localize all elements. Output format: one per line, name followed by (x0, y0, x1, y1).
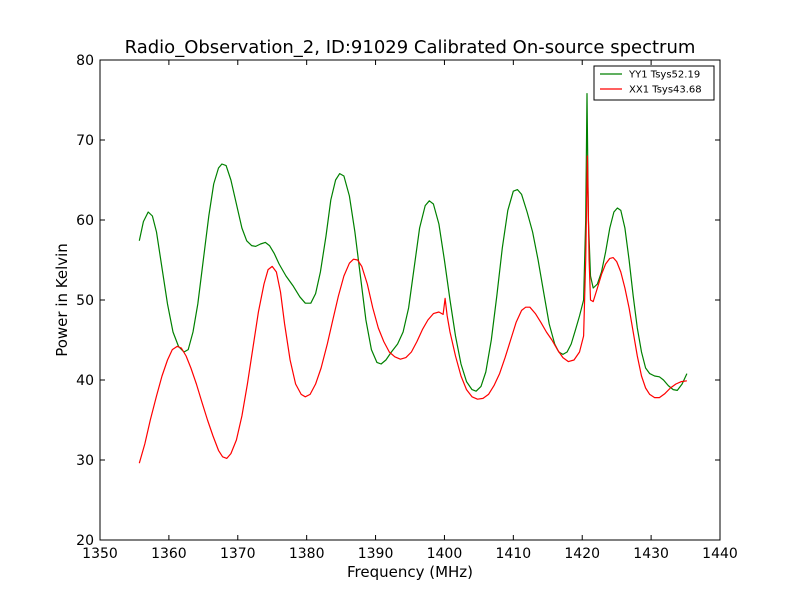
x-axis-label: Frequency (MHz) (347, 563, 473, 581)
y-tick-label: 70 (76, 133, 94, 149)
legend-label-xx1: XX1 Tsys43.68 (629, 85, 702, 96)
legend-box (593, 65, 715, 101)
y-axis-ticks: 20 30 40 50 60 70 80 (76, 53, 720, 549)
x-tick-label: 1350 (82, 546, 118, 562)
x-tick-label: 1380 (289, 546, 325, 562)
x-tick-label: 1370 (220, 546, 256, 562)
legend: YY1 Tsys52.19 XX1 Tsys43.68 (593, 65, 715, 101)
plot-frame (99, 59, 721, 541)
x-tick-label: 1430 (633, 546, 669, 562)
y-tick-label: 80 (76, 53, 94, 69)
series-line-0 (138, 93, 688, 392)
x-tick-label: 1390 (358, 546, 394, 562)
y-tick-label: 20 (76, 533, 94, 549)
x-axis-ticks: 1350 1360 1370 1380 1390 1400 1410 1420 1430 1440 (82, 60, 738, 562)
y-tick-label: 60 (76, 213, 94, 229)
y-tick-label: 30 (76, 453, 94, 469)
series-line-1 (138, 155, 687, 464)
x-tick-label: 1440 (702, 546, 738, 562)
y-tick-label: 50 (76, 293, 94, 309)
chart-title: Radio_Observation_2, ID:91029 Calibrated… (125, 37, 696, 58)
x-tick-label: 1400 (427, 546, 463, 562)
x-tick-label: 1410 (496, 546, 532, 562)
series-layer (138, 93, 688, 464)
x-tick-label: 1360 (151, 546, 187, 562)
legend-label-yy1: YY1 Tsys52.19 (628, 70, 700, 81)
y-axis-label: Power in Kelvin (53, 243, 71, 357)
y-tick-label: 40 (76, 373, 94, 389)
x-tick-label: 1420 (564, 546, 600, 562)
